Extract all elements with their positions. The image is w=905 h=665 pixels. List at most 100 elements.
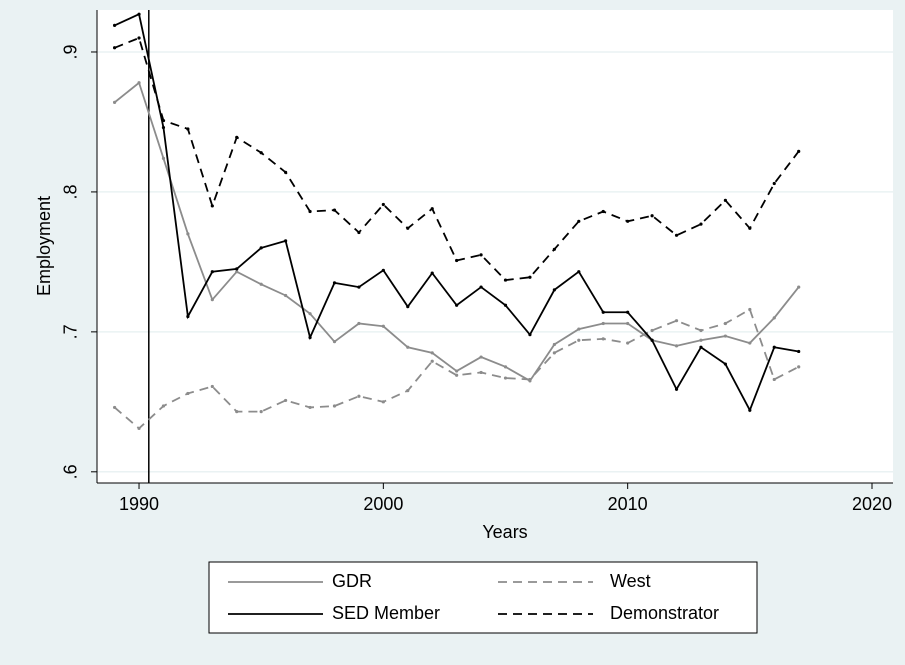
point: [674, 387, 679, 391]
point: [650, 328, 654, 333]
point: [210, 384, 214, 389]
point: [503, 365, 508, 369]
point: [332, 404, 337, 408]
point: [748, 307, 752, 312]
plot-area: [97, 10, 893, 483]
point: [674, 344, 679, 348]
point: [259, 282, 263, 286]
x-tick-label: 2000: [363, 494, 403, 514]
point: [381, 324, 385, 328]
point: [161, 156, 166, 160]
point: [406, 345, 410, 349]
point: [748, 408, 752, 412]
point: [259, 246, 263, 250]
point: [357, 321, 361, 326]
x-axis-label: Years: [482, 522, 527, 542]
point: [235, 135, 239, 139]
point: [650, 214, 654, 218]
point: [137, 81, 141, 85]
point: [626, 321, 630, 326]
point: [552, 342, 556, 347]
legend-label: West: [610, 571, 651, 591]
point: [723, 334, 727, 338]
point: [357, 394, 361, 398]
point: [552, 351, 556, 355]
point: [161, 118, 166, 123]
point: [406, 305, 410, 309]
point: [161, 125, 166, 130]
point: [332, 208, 337, 212]
point: [430, 359, 434, 363]
point: [503, 376, 508, 380]
point: [332, 340, 337, 344]
point: [381, 400, 385, 404]
point: [626, 310, 630, 314]
point: [552, 288, 556, 292]
point: [748, 341, 752, 345]
legend-box: [208, 561, 758, 634]
series-line: [114, 308, 800, 430]
point: [772, 377, 776, 382]
point: [235, 267, 239, 271]
y-tick-label: .6: [61, 464, 81, 479]
point: [479, 370, 483, 375]
point: [479, 285, 483, 289]
point: [210, 298, 214, 302]
point: [137, 36, 141, 40]
point: [284, 293, 288, 298]
point: [137, 12, 141, 16]
point: [235, 410, 239, 414]
y-axis-label: Employment: [34, 196, 54, 296]
point: [112, 100, 117, 104]
point: [723, 362, 727, 366]
x-tick-label: 2020: [852, 494, 892, 514]
point: [308, 209, 312, 214]
point: [699, 345, 703, 349]
point: [381, 268, 385, 272]
point: [308, 405, 312, 410]
point: [626, 341, 630, 345]
point: [528, 377, 532, 382]
point: [112, 23, 117, 27]
point: [137, 426, 141, 431]
point: [699, 222, 703, 226]
point: [112, 46, 117, 50]
point: [455, 303, 459, 307]
point: [674, 319, 679, 323]
y-tick-label: .7: [61, 324, 81, 339]
point: [479, 355, 483, 359]
point: [797, 285, 801, 289]
point: [357, 230, 361, 235]
point: [259, 151, 263, 155]
point: [772, 181, 776, 186]
point: [455, 369, 459, 373]
point: [186, 314, 190, 319]
point: [772, 345, 776, 349]
point: [284, 239, 288, 243]
point: [503, 303, 508, 307]
point: [626, 219, 630, 223]
point: [430, 351, 434, 355]
point: [601, 321, 605, 326]
point: [797, 149, 801, 153]
point: [430, 271, 434, 275]
point: [186, 391, 190, 396]
point: [332, 281, 337, 285]
point: [577, 327, 581, 331]
point: [577, 219, 581, 223]
point: [479, 253, 483, 257]
point: [186, 127, 190, 131]
point: [308, 312, 312, 316]
point: [552, 247, 556, 251]
point: [577, 338, 581, 342]
legend-label: SED Member: [332, 603, 440, 623]
point: [699, 328, 703, 333]
point: [455, 373, 459, 377]
point: [772, 316, 776, 320]
point: [723, 321, 727, 326]
point: [699, 338, 703, 342]
point: [161, 404, 166, 408]
point: [528, 333, 532, 337]
point: [601, 337, 605, 341]
